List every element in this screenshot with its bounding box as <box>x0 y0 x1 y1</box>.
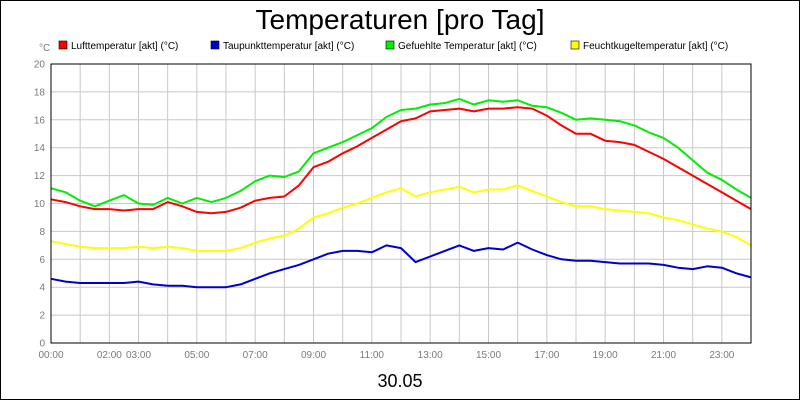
x-tick-label: 21:00 <box>651 350 676 361</box>
x-tick-label: 09:00 <box>301 350 326 361</box>
y-tick-label: 6 <box>39 255 45 266</box>
y-tick-label: 10 <box>34 199 46 210</box>
series-line <box>50 97 752 208</box>
y-tick-label: 12 <box>34 171 46 182</box>
plot-border <box>50 63 752 344</box>
legend-swatch <box>385 40 395 50</box>
y-tick-label: 16 <box>34 115 46 126</box>
x-tick-label: 07:00 <box>243 350 268 361</box>
legend-swatch <box>58 40 68 50</box>
legend-label: Lufttemperatur [akt] (°C) <box>71 41 178 52</box>
y-tick-label: 8 <box>39 227 45 238</box>
y-tick-label: 4 <box>39 283 45 294</box>
series-lines <box>50 97 752 289</box>
x-tick-label: 00:00 <box>38 350 63 361</box>
y-axis-unit-label: °C <box>39 43 50 54</box>
legend: Lufttemperatur [akt] (°C) Taupunkttempera… <box>58 40 728 52</box>
legend-label: Taupunkttemperatur [akt] (°C) <box>223 41 354 52</box>
x-tick-label: 03:00 <box>126 350 151 361</box>
series-line <box>50 241 752 289</box>
series-line <box>50 184 752 252</box>
x-axis-ticks: 00:00 02:00 03:00 05:00 07:00 09:00 11:00 13:00… <box>38 350 734 361</box>
chart-title: Temperaturen [pro Tag] <box>256 4 545 35</box>
legend-swatch <box>210 40 220 50</box>
x-tick-label: 19:00 <box>593 350 618 361</box>
y-tick-label: 20 <box>34 60 46 71</box>
legend-label: Gefuehlte Temperatur [akt] (°C) <box>398 41 537 52</box>
y-tick-label: 18 <box>34 87 46 98</box>
y-tick-label: 14 <box>34 143 46 154</box>
date-label: 30.05 <box>377 371 422 391</box>
x-tick-label: 17:00 <box>534 350 559 361</box>
x-tick-label: 23:00 <box>709 350 734 361</box>
legend-label: Feuchtkugeltemperatur [akt] (°C) <box>583 41 728 52</box>
series-line <box>50 106 752 215</box>
y-axis-ticks: 0 2 4 6 8 10 12 14 16 18 20 <box>34 60 46 350</box>
x-tick-label: 15:00 <box>476 350 501 361</box>
y-tick-label: 2 <box>39 311 45 322</box>
x-tick-label: 05:00 <box>184 350 209 361</box>
legend-swatch <box>570 40 580 50</box>
x-tick-label: 02:00 <box>97 350 122 361</box>
x-tick-label: 13:00 <box>418 350 443 361</box>
x-tick-label: 11:00 <box>360 350 385 361</box>
y-tick-label: 0 <box>39 339 45 350</box>
